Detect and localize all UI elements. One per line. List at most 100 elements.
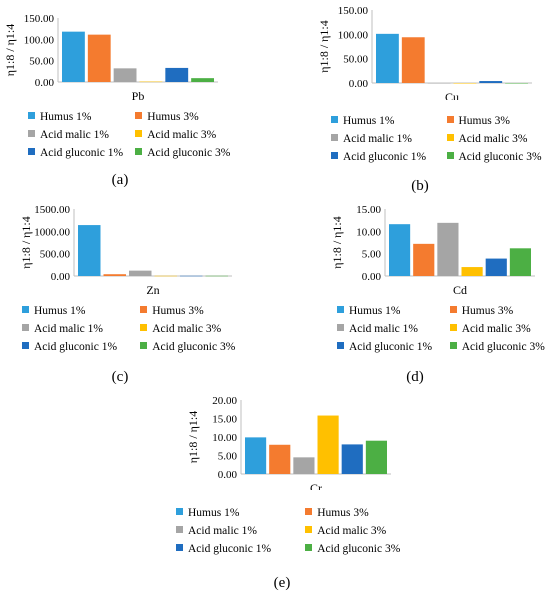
- chart-panel-a: 0.00 50.00 100.00 150.00 Pb η1:8 / η1:4 Humus …: [0, 0, 275, 195]
- bar-humus-3: [87, 34, 111, 82]
- legend-item: Humus 3%: [446, 114, 510, 128]
- legend-label: Acid malic 1%: [34, 323, 103, 335]
- legend-item: Acid gluconic 3%: [449, 340, 545, 354]
- legend-label: Acid malic 3%: [317, 525, 387, 537]
- legend-label: Humus 1%: [34, 305, 86, 317]
- legend-item: Acid gluconic 3%: [446, 150, 542, 164]
- legend-label: Acid malic 1%: [349, 323, 418, 335]
- bar-acid-gluconic-1: [180, 275, 203, 277]
- legend-label: Humus 3%: [458, 115, 510, 127]
- legend-swatch: [337, 324, 344, 331]
- legend-swatch: [449, 306, 457, 313]
- legend-label: Acid malic 3%: [147, 129, 217, 141]
- legend-swatch: [140, 306, 148, 313]
- panel-label: (c): [111, 369, 129, 385]
- legend-item: Acid malic 1%: [337, 322, 418, 336]
- y-tick-label: 0.00: [362, 271, 382, 283]
- legend: Humus 1% Humus 3% Acid malic 1% Acid malic …: [176, 506, 411, 566]
- legend-swatch: [331, 134, 338, 141]
- legend-item: Acid gluconic 1%: [28, 146, 123, 160]
- legend-label: Acid malic 3%: [458, 133, 528, 145]
- bar-acid-malic-1: [129, 270, 152, 276]
- legend: Humus 1% Humus 3% Acid malic 1% Acid malic …: [28, 110, 230, 170]
- legend-item: Acid malic 3%: [305, 524, 386, 538]
- y-tick-label: 10.00: [356, 226, 381, 238]
- legend-swatch: [28, 130, 35, 137]
- y-tick-label: 150.00: [24, 13, 55, 25]
- y-tick-label: 50.00: [29, 56, 54, 68]
- legend-item: Humus 1%: [331, 114, 394, 128]
- chart-svg: 0.00 50.00 100.00 150.00 Pb η1:8 / η1:4: [3, 13, 218, 100]
- legend-swatch: [446, 152, 454, 159]
- bar-humus-1: [62, 31, 85, 82]
- legend-swatch: [176, 544, 183, 551]
- legend-swatch: [176, 508, 183, 515]
- legend-label: Acid gluconic 1%: [349, 341, 433, 353]
- legend-label: Acid gluconic 3%: [317, 543, 401, 555]
- panel-label: (b): [411, 178, 429, 194]
- legend-item: Humus 1%: [28, 110, 91, 124]
- panel-label: (a): [111, 172, 129, 188]
- bar-acid-gluconic-1: [485, 258, 507, 276]
- legend-swatch: [22, 306, 29, 313]
- legend-item: Acid malic 3%: [446, 132, 528, 146]
- y-tick-label: 1000.00: [34, 226, 70, 238]
- legend-label: Acid gluconic 1%: [34, 341, 118, 353]
- bar-acid-malic-3: [453, 83, 477, 84]
- chart-panel-d: 0.00 5.00 10.00 15.00 Cd η1:8 / η1:4 Humus 1% H…: [275, 200, 550, 390]
- y-axis-label: η1:8 / η1:4: [3, 24, 17, 77]
- legend-swatch: [337, 306, 344, 313]
- y-tick-label: 0.00: [35, 77, 55, 89]
- legend-label: Humus 3%: [152, 305, 204, 317]
- legend-label: Humus 1%: [40, 111, 92, 123]
- y-tick-label: 20.00: [212, 395, 237, 407]
- legend-item: Humus 3%: [140, 304, 204, 318]
- legend-item: Acid gluconic 1%: [176, 542, 271, 556]
- y-tick-label: 10.00: [212, 432, 237, 444]
- legend-item: Humus 3%: [449, 304, 513, 318]
- y-tick-label: 1500.00: [34, 204, 70, 216]
- legend-label: Humus 1%: [349, 305, 401, 317]
- legend-item: Acid malic 1%: [22, 322, 103, 336]
- chart-panel-e: 0.00 5.00 10.00 15.00 20.00 Cr η1:8 / η1:4 Humu…: [150, 390, 410, 596]
- bar-acid-gluconic-3: [191, 78, 214, 82]
- legend-item: Acid malic 1%: [331, 132, 412, 146]
- bar-acid-malic-1: [293, 457, 315, 474]
- y-tick-label: 500.00: [40, 249, 71, 261]
- legend-item: Acid gluconic 1%: [337, 340, 432, 354]
- legend-item: Acid gluconic 1%: [331, 150, 426, 164]
- bar-acid-gluconic-1: [341, 444, 363, 474]
- bar-acid-gluconic-3: [509, 248, 531, 276]
- legend-swatch: [449, 324, 457, 331]
- legend-item: Humus 1%: [337, 304, 400, 318]
- legend-label: Acid gluconic 1%: [343, 151, 427, 163]
- y-tick-label: 50.00: [343, 54, 368, 66]
- y-tick-label: 100.00: [24, 34, 55, 46]
- bar-acid-malic-1: [427, 83, 451, 84]
- x-axis-label: Cd: [453, 283, 467, 297]
- bar-acid-gluconic-1: [479, 81, 503, 83]
- x-axis-label: Zn: [146, 283, 159, 297]
- y-tick-label: 0.00: [218, 469, 238, 481]
- legend: Humus 1% Humus 3% Acid malic 1% Acid malic …: [22, 304, 237, 364]
- y-tick-label: 5.00: [218, 451, 238, 463]
- legend-item: Humus 3%: [305, 506, 369, 520]
- legend-swatch: [305, 508, 313, 515]
- legend-swatch: [305, 544, 313, 551]
- bar-acid-malic-3: [139, 81, 163, 83]
- legend-label: Acid gluconic 3%: [147, 147, 231, 159]
- bar-acid-malic-3: [461, 267, 483, 276]
- legend-swatch: [140, 324, 148, 331]
- legend-item: Acid gluconic 3%: [140, 340, 235, 354]
- bar-humus-1: [376, 33, 399, 83]
- y-tick-label: 100.00: [338, 29, 369, 41]
- x-axis-label: Pb: [132, 89, 145, 100]
- y-axis-label: η1:8 / η1:4: [330, 216, 344, 269]
- legend-label: Humus 1%: [343, 115, 395, 127]
- legend-swatch: [331, 116, 338, 123]
- y-tick-label: 15.00: [212, 414, 237, 426]
- legend-swatch: [331, 152, 338, 159]
- legend-item: Acid malic 1%: [28, 128, 109, 142]
- legend-swatch: [22, 324, 29, 331]
- bar-humus-1: [389, 224, 411, 276]
